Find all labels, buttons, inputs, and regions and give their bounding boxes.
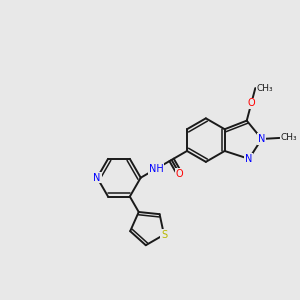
Text: NH: NH xyxy=(149,164,164,174)
Text: CH₃: CH₃ xyxy=(280,134,297,142)
Text: CH₃: CH₃ xyxy=(256,84,273,93)
Text: O: O xyxy=(176,169,183,178)
Text: O: O xyxy=(248,98,255,108)
Text: N: N xyxy=(258,134,266,144)
Text: N: N xyxy=(245,154,253,164)
Text: N: N xyxy=(94,173,101,183)
Text: S: S xyxy=(161,230,167,240)
